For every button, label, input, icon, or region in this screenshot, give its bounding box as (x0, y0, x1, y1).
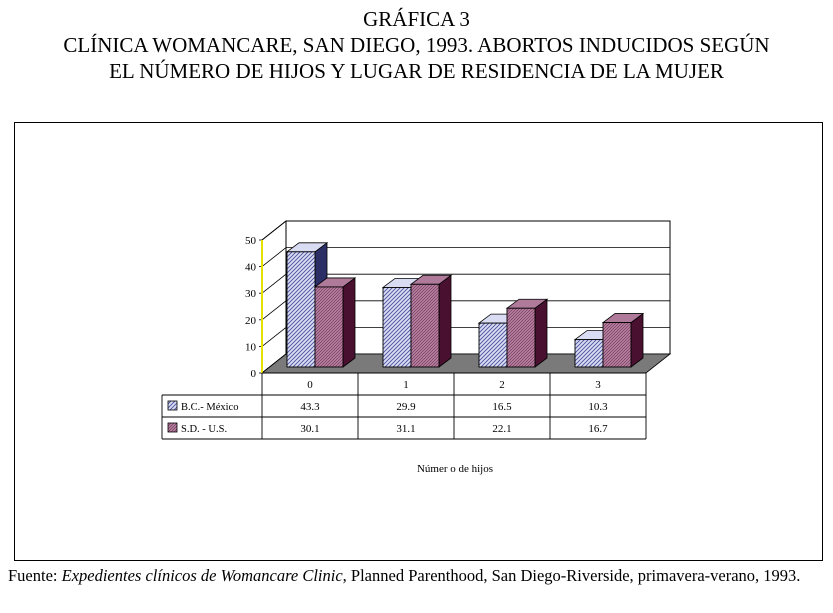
bar (382, 287, 412, 368)
data-label: 43.3 (300, 401, 320, 413)
side-wall (261, 220, 287, 374)
y-tick-label: 50 (245, 235, 257, 247)
source-suffix: , Planned Parenthood, San Diego-Riversid… (342, 566, 801, 585)
gridline-side (261, 273, 287, 294)
chart-title-line-1: CLÍNICA WOMANCARE, SAN DIEGO, 1993. ABOR… (63, 33, 770, 57)
legend-swatch (167, 422, 178, 433)
category-label: 3 (595, 379, 601, 391)
y-tick-label: 20 (245, 315, 257, 327)
bar-layer (285, 242, 645, 368)
legend-label: B.C.- México (181, 402, 238, 413)
bar (410, 283, 440, 368)
bar-side (534, 298, 548, 368)
gridline-side (261, 247, 287, 267)
data-label: 16.7 (588, 423, 608, 435)
bar (314, 286, 344, 368)
y-tick-label: 30 (245, 288, 257, 300)
category-label: 0 (307, 379, 313, 391)
source-prefix: Fuente: (8, 566, 62, 585)
chart-title-line-2: EL NÚMERO DE HIJOS Y LUGAR DE RESIDENCIA… (109, 59, 724, 83)
chart-frame (14, 122, 823, 561)
y-tick-label: 0 (251, 368, 257, 380)
legend-label: S.D. - U.S. (181, 424, 227, 435)
bar (506, 307, 536, 368)
bar-side (438, 274, 452, 368)
data-label: 10.3 (588, 401, 608, 413)
source-note: Fuente: Expedientes clínicos de Womancar… (8, 566, 828, 585)
gridline-side (261, 327, 287, 347)
x-axis-label: Númer o de hijos (417, 463, 493, 475)
data-table: 0 1 2 3 B.C.- México 43.3 29.9 16.5 10.3 S.D. - U… (161, 372, 647, 440)
figure-label: GRÁFICA 3 (363, 7, 470, 31)
category-label: 1 (403, 379, 409, 391)
data-label: 16.5 (492, 401, 512, 413)
y-tick-label: 10 (245, 341, 257, 353)
data-label: 30.1 (300, 423, 319, 435)
category-label: 2 (499, 379, 505, 391)
data-label: 29.9 (396, 401, 416, 413)
gridline-side (261, 300, 287, 321)
data-label: 31.1 (396, 423, 415, 435)
source-italic: Expedientes clínicos de Womancare Clinic (61, 566, 343, 585)
bar-side (342, 277, 356, 368)
y-tick-label: 40 (245, 262, 257, 274)
bar (478, 322, 508, 368)
legend-swatch (167, 400, 178, 411)
data-label: 22.1 (492, 423, 511, 435)
bar (574, 339, 604, 368)
title-block: GRÁFICA 3 CLÍNICA WOMANCARE, SAN DIEGO, … (0, 6, 833, 84)
bar (602, 322, 632, 368)
bar (286, 251, 316, 368)
